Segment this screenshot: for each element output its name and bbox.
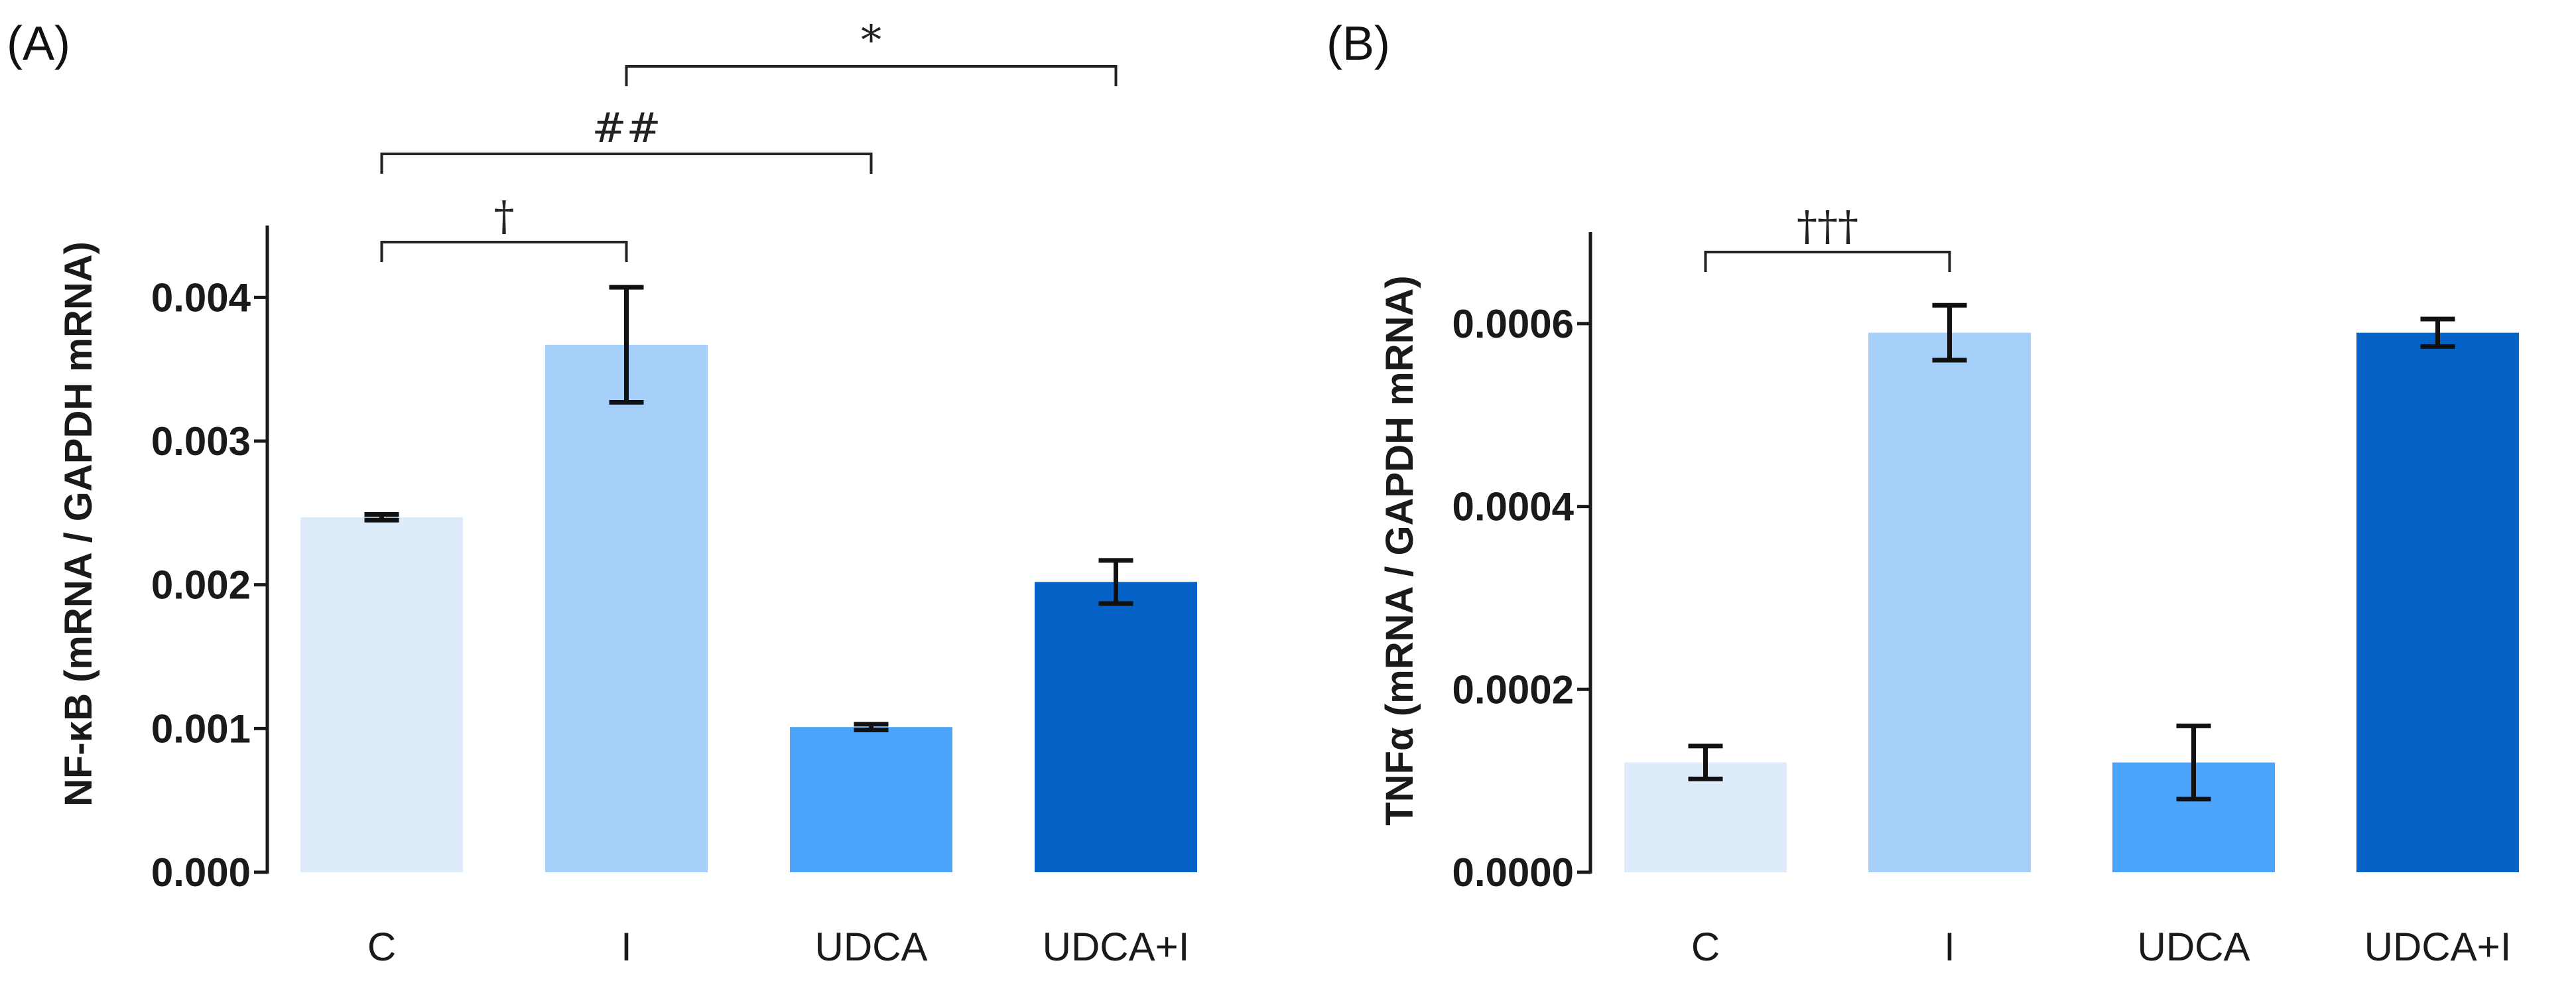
panel-a-significance-bracket [625, 65, 1118, 86]
panel-a-significance-label: * [861, 16, 881, 64]
panel-a-category-label: UDCA+I [1043, 925, 1190, 969]
panel-b-y-tick-label: 0.0000 [1452, 850, 1574, 895]
panel-a-plot-area: 0.000 0.001 0.002 0.003 0.004 C I UDCA UDCA+I † ##… [151, 16, 1197, 969]
panel-b-category-label: UDCA [2137, 925, 2250, 969]
panel-b-category-label: C [1691, 925, 1720, 969]
panel-b-plot-area: 0.0000 0.0002 0.0004 0.0006 C I UDCA UDCA+I ††† [1452, 202, 2519, 969]
panel-a-y-tick-label: 0.003 [151, 419, 251, 464]
panel-a-category-label: I [621, 925, 632, 969]
panel-a-error-bar-udca-i [1098, 558, 1133, 606]
panel-a-y-tick-label: 0.004 [151, 275, 251, 320]
panel-a-category-label: UDCA [814, 925, 927, 969]
panel-a-error-bar-udca [854, 722, 889, 732]
panel-b: (B) TNFα (mRNA / GAPDH mRNA) 0.00000.000… [1326, 17, 2519, 969]
panel-a-label: (A) [7, 17, 70, 70]
panel-b-error-bar-udca-i [2420, 316, 2455, 349]
panel-b-label: (B) [1326, 17, 1390, 70]
panel-a-category-label: C [367, 925, 396, 969]
panel-a-bar-udca-i [1035, 582, 1197, 872]
panel-b-error-bar-i [1932, 302, 1967, 363]
panel-a-significance-bracket [380, 241, 628, 262]
panel-a-y-tick-label: 0.001 [151, 706, 251, 751]
panel-a-y-axis-title: NF-κB (mRNA / GAPDH mRNA) [57, 241, 100, 807]
panel-b-y-tick-label: 0.0006 [1452, 302, 1574, 346]
panel-a: (A) NF-κB (mRNA / GAPDH mRNA) 0.000 0.001… [7, 16, 1197, 969]
panel-a-significance-label: ## [592, 103, 661, 152]
panel-a-y-tick-label: 0.002 [151, 563, 251, 608]
panel-b-error-bar-c [1688, 744, 1723, 781]
panel-a-error-bar-i [609, 285, 644, 405]
panel-a-error-bar-c [364, 512, 399, 523]
panel-b-y-axis-title: TNFα (mRNA / GAPDH mRNA) [1378, 275, 1421, 825]
panel-a-bar-c [300, 517, 463, 872]
panel-b-significance-label: ††† [1797, 202, 1858, 250]
panel-b-significance-bracket [1704, 251, 1951, 272]
panel-a-significance-bracket [380, 153, 873, 174]
panel-b-category-label: I [1944, 925, 1955, 969]
panel-a-bar-i [545, 344, 708, 872]
panel-a-significance-label: † [494, 192, 515, 240]
panel-b-bar-i [1868, 332, 2031, 873]
panel-a-y-tick-label: 0.000 [151, 850, 251, 895]
panel-b-y-tick-label: 0.0002 [1452, 667, 1574, 712]
panel-b-error-bar-udca [2176, 723, 2211, 802]
panel-b-category-label: UDCA+I [2364, 925, 2512, 969]
panel-b-bar-udca-i [2356, 332, 2519, 873]
panel-b-y-tick-label: 0.0004 [1452, 485, 1574, 529]
panel-a-bar-udca [790, 727, 952, 872]
